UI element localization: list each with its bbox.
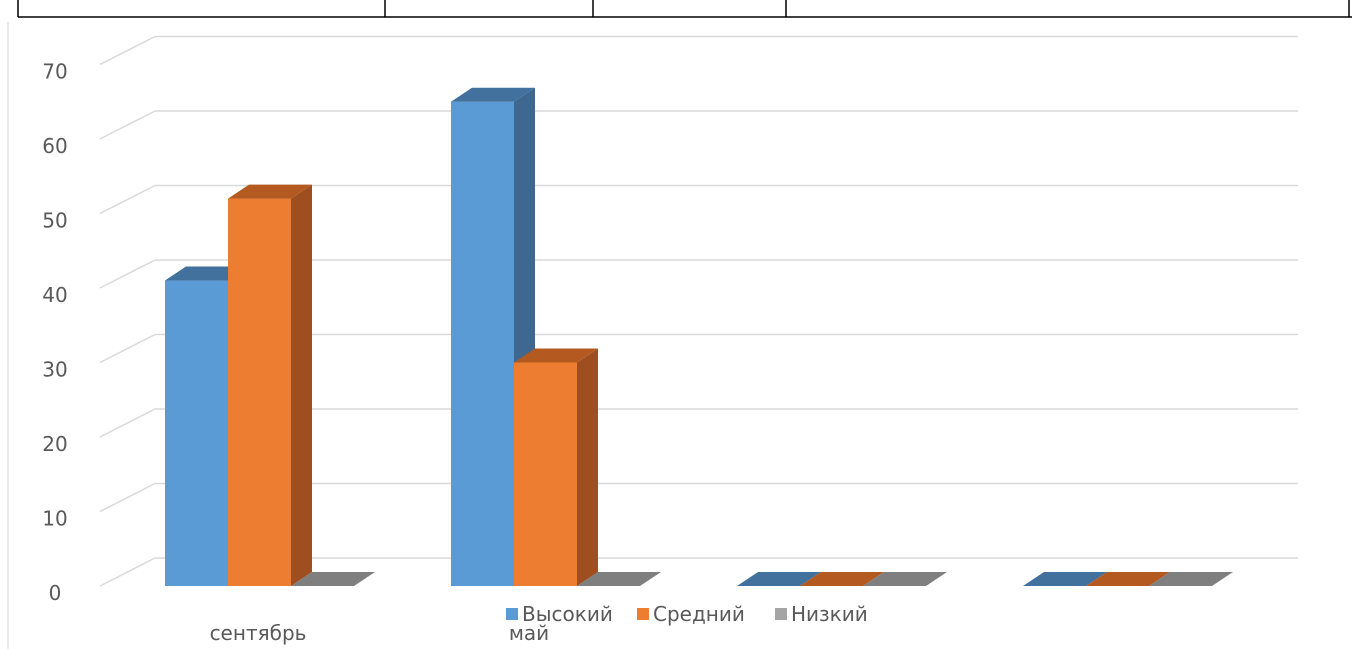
gridline-diagonal (100, 484, 155, 512)
bar-side-face (291, 185, 312, 586)
legend-item: Средний (637, 602, 745, 626)
gridline-diagonal (100, 186, 155, 214)
gridline-diagonal (100, 409, 155, 437)
legend-swatch (637, 608, 649, 620)
y-tick-label: 30 (42, 358, 67, 382)
gridline-diagonal (100, 335, 155, 363)
gridline-diagonal (100, 558, 155, 586)
bar-side-face (577, 349, 598, 587)
bar-front-face (451, 102, 514, 586)
legend-label: Средний (653, 602, 745, 626)
bars (165, 88, 1233, 586)
y-tick-label: 50 (42, 209, 67, 233)
category-label: сентябрь (210, 621, 307, 645)
legend-swatch (775, 608, 787, 620)
y-axis-ticks: 0 10 20 30 40 50 60 70 (42, 60, 67, 606)
legend-item: Высокий (506, 602, 613, 626)
bar-front-face (514, 363, 577, 587)
legend-item: Низкий (775, 602, 868, 626)
y-tick-label: 10 (42, 507, 67, 531)
y-tick-label: 20 (42, 432, 67, 456)
legend-swatch (506, 608, 518, 620)
category-labels: сентябрь май (210, 621, 550, 645)
gridline-diagonal (100, 37, 155, 65)
y-tick-label: 70 (42, 60, 67, 84)
bar-Средний-сентябрь (228, 185, 312, 586)
y-tick-label: 40 (42, 283, 67, 307)
bar-front-face (228, 199, 291, 586)
bar-Средний-май (514, 349, 598, 587)
legend-label: Низкий (791, 602, 868, 626)
legend: Высокий Средний Низкий (506, 602, 868, 626)
gridline-diagonal (100, 111, 155, 139)
gridline-diagonal (100, 260, 155, 288)
y-tick-label: 0 (49, 581, 62, 605)
legend-label: Высокий (522, 602, 613, 626)
y-tick-label: 60 (42, 134, 67, 158)
bar-front-face (165, 281, 228, 586)
